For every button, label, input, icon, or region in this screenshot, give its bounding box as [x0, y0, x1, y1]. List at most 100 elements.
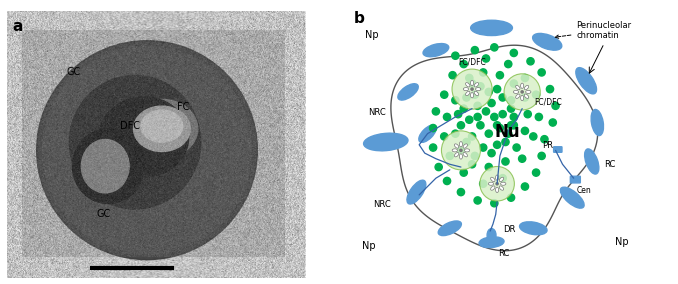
Ellipse shape [525, 90, 531, 93]
Circle shape [502, 158, 509, 165]
Text: RC: RC [498, 249, 510, 258]
Circle shape [494, 122, 501, 129]
Ellipse shape [521, 95, 523, 101]
Ellipse shape [363, 133, 408, 151]
Ellipse shape [474, 91, 479, 96]
Circle shape [532, 169, 540, 176]
Ellipse shape [407, 180, 426, 204]
Circle shape [479, 180, 487, 187]
Circle shape [441, 131, 481, 170]
Ellipse shape [134, 106, 191, 151]
Ellipse shape [73, 129, 144, 204]
Circle shape [530, 133, 537, 140]
Ellipse shape [491, 177, 495, 181]
Ellipse shape [584, 149, 599, 174]
Circle shape [521, 91, 523, 93]
Ellipse shape [99, 97, 188, 177]
Ellipse shape [513, 90, 519, 93]
Ellipse shape [524, 94, 529, 98]
Circle shape [480, 166, 515, 201]
Circle shape [458, 122, 464, 129]
Circle shape [429, 144, 437, 151]
Circle shape [466, 74, 473, 82]
Circle shape [468, 161, 476, 168]
Text: Np: Np [362, 241, 376, 251]
Ellipse shape [463, 153, 467, 157]
Ellipse shape [141, 110, 183, 142]
Text: a: a [13, 19, 23, 34]
Circle shape [452, 130, 459, 137]
Ellipse shape [499, 186, 504, 190]
Circle shape [443, 113, 451, 121]
Ellipse shape [460, 142, 462, 147]
Circle shape [468, 80, 476, 87]
Circle shape [538, 69, 545, 76]
Circle shape [460, 105, 467, 112]
Circle shape [521, 94, 529, 101]
Circle shape [535, 113, 542, 121]
Circle shape [532, 91, 540, 98]
Circle shape [488, 99, 495, 107]
Circle shape [449, 72, 456, 79]
Circle shape [494, 85, 501, 93]
Circle shape [474, 102, 481, 109]
Circle shape [443, 177, 451, 185]
Circle shape [521, 127, 529, 135]
Text: Nu: Nu [494, 123, 519, 141]
Circle shape [452, 97, 459, 104]
Text: Perinucleolar
chromatin: Perinucleolar chromatin [555, 21, 632, 40]
Text: Cen: Cen [576, 186, 591, 195]
Circle shape [446, 152, 454, 160]
Circle shape [466, 116, 473, 123]
Ellipse shape [37, 41, 258, 260]
Circle shape [504, 130, 512, 137]
Ellipse shape [474, 83, 479, 87]
Ellipse shape [488, 182, 494, 185]
Circle shape [507, 97, 515, 104]
Circle shape [441, 133, 448, 140]
Ellipse shape [463, 87, 468, 91]
Ellipse shape [454, 144, 459, 148]
Circle shape [479, 69, 487, 76]
Circle shape [460, 169, 467, 176]
Ellipse shape [69, 76, 201, 209]
Circle shape [482, 108, 490, 115]
Ellipse shape [561, 187, 584, 208]
Circle shape [519, 155, 525, 162]
Circle shape [460, 149, 462, 151]
Circle shape [507, 194, 515, 201]
Circle shape [511, 49, 517, 57]
Circle shape [538, 152, 545, 160]
Ellipse shape [591, 109, 603, 135]
Circle shape [549, 119, 557, 126]
Circle shape [485, 163, 492, 171]
Ellipse shape [576, 68, 597, 94]
Circle shape [471, 91, 479, 98]
Circle shape [452, 69, 492, 109]
Text: Np: Np [365, 30, 378, 40]
Ellipse shape [500, 182, 506, 185]
Ellipse shape [479, 237, 504, 248]
Circle shape [471, 47, 479, 54]
Ellipse shape [126, 99, 198, 158]
Circle shape [504, 60, 512, 68]
Polygon shape [391, 45, 598, 251]
Circle shape [511, 80, 517, 87]
Ellipse shape [499, 177, 504, 181]
Text: b: b [354, 11, 365, 26]
Circle shape [507, 122, 515, 129]
Circle shape [546, 85, 554, 93]
Circle shape [474, 113, 481, 121]
Text: GC: GC [66, 67, 81, 78]
Circle shape [552, 102, 559, 109]
Circle shape [507, 105, 515, 112]
Circle shape [494, 141, 501, 149]
Text: Np: Np [616, 237, 629, 247]
Circle shape [504, 74, 540, 110]
Circle shape [521, 74, 529, 82]
Text: GC: GC [96, 209, 111, 219]
Ellipse shape [524, 85, 529, 90]
Ellipse shape [452, 149, 458, 152]
Ellipse shape [43, 46, 252, 254]
Circle shape [458, 189, 464, 196]
